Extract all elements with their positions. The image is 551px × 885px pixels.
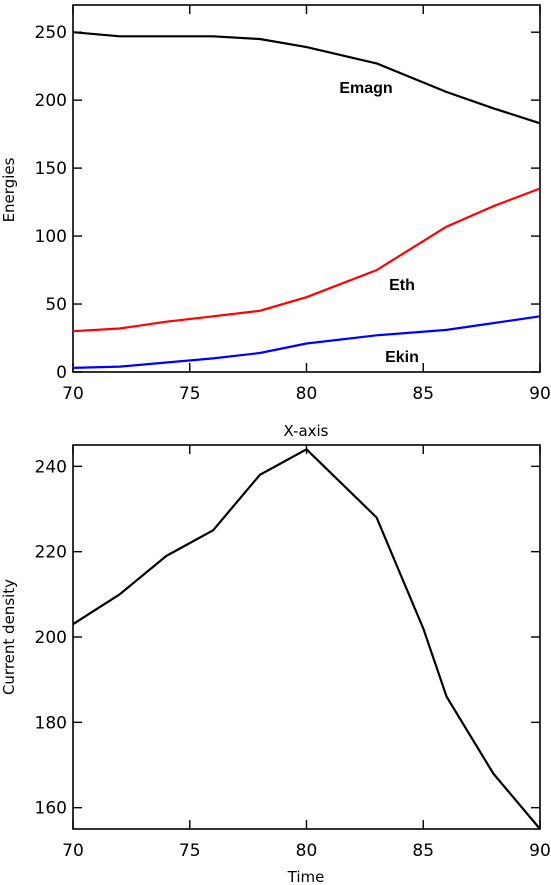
energies-line-ekin	[72, 315, 541, 369]
current-density-x-tick-label: 80	[296, 841, 318, 861]
energies-chart: 70 75 80 85 90 0 50 100 150 200 250 X-axis Energi…	[0, 4, 551, 440]
energies-y-tick-label: 0	[56, 363, 67, 383]
energies-y-tick-label: 150	[35, 159, 67, 179]
current-density-x-tick-label: 75	[179, 841, 201, 861]
energies-line-emagn	[72, 31, 541, 125]
energies-y-tick-label: 50	[45, 295, 67, 315]
current-density-y-axis-title: Current density	[0, 579, 18, 695]
current-density-y-tick-label: 180	[35, 713, 67, 733]
current-density-y-tick-label: 220	[35, 543, 67, 563]
current-density-y-tick-label: 200	[35, 628, 67, 648]
energies-x-tick-label: 75	[179, 384, 201, 404]
current-density-chart: 70 75 80 85 90 160 180 200 220 240 Time Current …	[0, 444, 551, 885]
current-density-line-series-0	[72, 448, 541, 830]
energies-x-tick-label: 85	[412, 384, 434, 404]
current-density-y-tick-label: 240	[35, 457, 67, 477]
energies-y-tick-label: 200	[35, 91, 67, 111]
energies-series	[72, 31, 541, 369]
series-label-ekin: Ekin	[385, 349, 419, 366]
energies-line-eth	[72, 187, 541, 333]
current-density-y-ticks: 160 180 200 220 240	[35, 457, 540, 819]
energies-x-ticks: 70 75 80 85 90	[62, 5, 551, 404]
current-density-x-axis-title: Time	[287, 868, 325, 885]
energies-x-axis-title: X-axis	[284, 422, 329, 440]
series-label-emagn: Emagn	[339, 80, 392, 97]
energies-y-axis-title: Energies	[0, 157, 18, 222]
energies-x-tick-label: 80	[296, 384, 318, 404]
current-density-x-ticks: 70 75 80 85 90	[62, 445, 551, 861]
current-density-series	[72, 448, 541, 830]
energies-x-tick-label: 70	[62, 384, 84, 404]
current-density-x-tick-label: 90	[529, 841, 551, 861]
energies-x-tick-label: 90	[529, 384, 551, 404]
current-density-x-tick-label: 70	[62, 841, 84, 861]
current-density-y-tick-label: 160	[35, 799, 67, 819]
energies-y-tick-label: 250	[35, 23, 67, 43]
energies-y-tick-label: 100	[35, 227, 67, 247]
energies-y-ticks: 0 50 100 150 200 250	[35, 23, 540, 383]
energies-plot-frame	[72, 4, 541, 373]
current-density-x-tick-label: 85	[412, 841, 434, 861]
current-density-plot-frame	[72, 444, 541, 830]
series-label-eth: Eth	[389, 277, 415, 294]
